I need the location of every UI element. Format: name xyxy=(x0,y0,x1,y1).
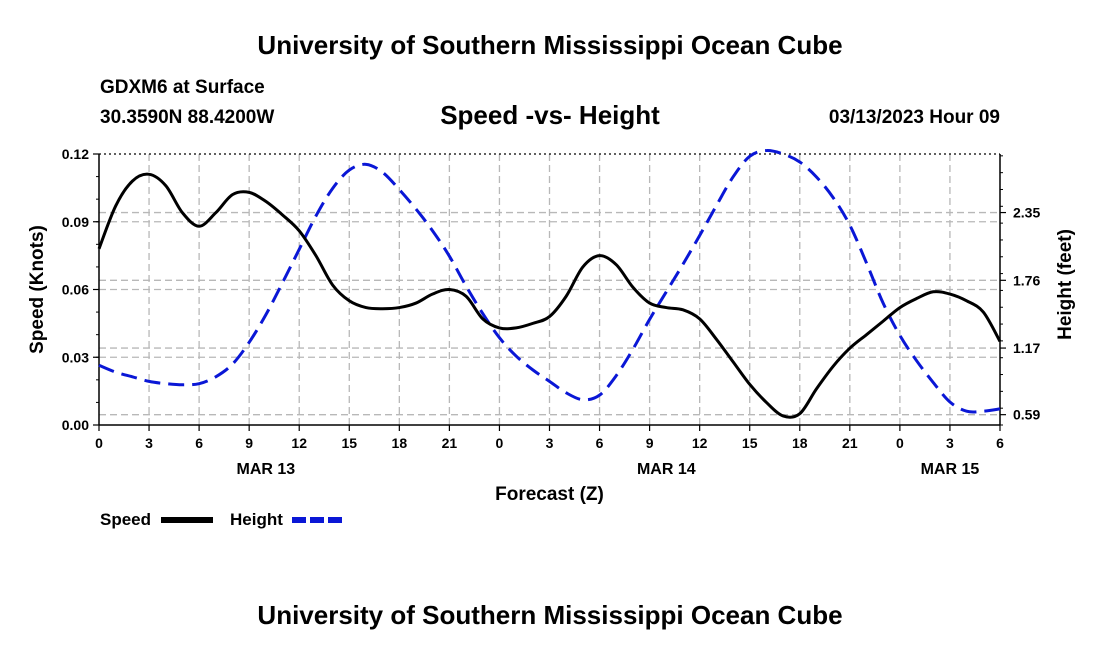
x-tick-label: 0 xyxy=(496,435,504,451)
x-tick-label: 3 xyxy=(145,435,153,451)
x-tick-label: 9 xyxy=(646,435,654,451)
x-tick-label: 12 xyxy=(692,435,708,451)
x-tick-label: 9 xyxy=(245,435,253,451)
y2-tick-label: 2.35 xyxy=(1013,205,1040,221)
x-tick-label: 12 xyxy=(291,435,307,451)
x-tick-label: 18 xyxy=(792,435,808,451)
x-axis-title: Forecast (Z) xyxy=(495,484,604,505)
y-tick-label: 0.12 xyxy=(62,146,89,162)
footer-title: University of Southern Mississippi Ocean… xyxy=(257,600,843,630)
y2-tick-label: 1.76 xyxy=(1013,272,1040,288)
y2-axis-title: Height (feet) xyxy=(1055,229,1076,340)
x-tick-label: 21 xyxy=(842,435,858,451)
x-tick-label: 6 xyxy=(996,435,1004,451)
x-tick-label: 15 xyxy=(742,435,758,451)
legend-speed-label: Speed xyxy=(100,510,151,529)
y-tick-label: 0.03 xyxy=(62,349,89,365)
forecast-date: 03/13/2023 Hour 09 xyxy=(828,107,1000,128)
y-tick-label: 0.00 xyxy=(62,417,89,433)
legend-height-label: Height xyxy=(230,510,283,529)
x-tick-label: 3 xyxy=(546,435,554,451)
chart-main-title: University of Southern Mississippi Ocean… xyxy=(257,30,843,60)
station-coordinates: 30.3590N 88.4200W xyxy=(100,107,275,128)
y2-tick-label: 0.59 xyxy=(1013,407,1040,423)
y-tick-label: 0.09 xyxy=(62,214,89,230)
date-label: MAR 13 xyxy=(237,461,296,478)
x-tick-label: 6 xyxy=(195,435,203,451)
x-tick-label: 3 xyxy=(946,435,954,451)
x-tick-label: 18 xyxy=(392,435,408,451)
speed-series-line xyxy=(97,172,1002,419)
station-label: GDXM6 at Surface xyxy=(100,77,265,98)
x-tick-label: 6 xyxy=(596,435,604,451)
x-tick-label: 0 xyxy=(95,435,103,451)
x-tick-label: 15 xyxy=(341,435,357,451)
date-label: MAR 15 xyxy=(921,461,980,478)
chart-subtitle: Speed -vs- Height xyxy=(440,100,660,130)
y-axis-title: Speed (Knots) xyxy=(27,225,48,354)
y2-tick-label: 1.17 xyxy=(1013,340,1040,356)
x-tick-label: 0 xyxy=(896,435,904,451)
x-tick-label: 21 xyxy=(442,435,458,451)
y-tick-label: 0.06 xyxy=(62,282,89,298)
date-label: MAR 14 xyxy=(637,461,696,478)
height-series-line xyxy=(98,149,1001,414)
